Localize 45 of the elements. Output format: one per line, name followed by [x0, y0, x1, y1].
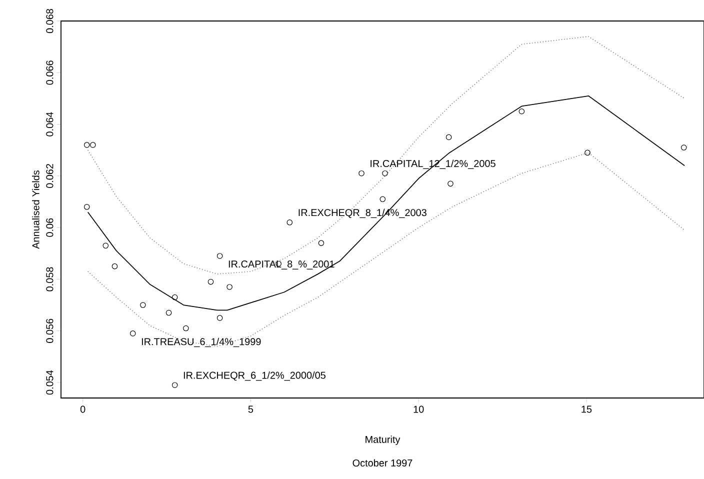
- point: [84, 204, 90, 210]
- line-series: [87, 95, 685, 311]
- text: October 1997: [352, 459, 412, 467]
- annotation: IR.TREASU_6_1/4%_1999: [142, 338, 261, 348]
- point: [102, 242, 109, 249]
- y-tick-label: 0.066: [46, 60, 54, 85]
- point: [382, 170, 388, 176]
- y-tick-label: 0.062: [46, 164, 54, 188]
- point: [172, 294, 178, 300]
- annotation: IR.EXCHEQR_6_1/2%_2000/05: [184, 371, 326, 381]
- point: [130, 330, 136, 336]
- point: [172, 382, 178, 388]
- x-tick-label: 5: [248, 406, 254, 413]
- x-axis-title: Maturity: [366, 436, 400, 445]
- point: [518, 108, 525, 114]
- point: [446, 134, 452, 140]
- x-tick-label: 10: [414, 406, 424, 413]
- point: [208, 278, 214, 285]
- point: [226, 284, 232, 290]
- line-series: [88, 36, 685, 274]
- x-tick-label: 0: [80, 406, 86, 413]
- point: [84, 142, 90, 148]
- point: [216, 315, 223, 321]
- y-tick-label: 0.06: [46, 218, 54, 237]
- point: [112, 263, 118, 270]
- y-tick-label: 0.056: [46, 318, 54, 343]
- point: [448, 180, 454, 187]
- point: [380, 196, 386, 202]
- point: [318, 240, 324, 246]
- point: [183, 325, 189, 332]
- point: [680, 144, 687, 150]
- point: [584, 150, 590, 156]
- point: [286, 220, 293, 226]
- point: [90, 142, 96, 148]
- y-tick-label: 0.068: [46, 8, 54, 34]
- y-tick-label: 0.054: [46, 370, 54, 395]
- y-tick-label: 0.064: [46, 112, 54, 136]
- point: [216, 253, 223, 259]
- point: [166, 310, 172, 316]
- y-tick-label: 0.058: [46, 267, 54, 292]
- point: [358, 170, 364, 176]
- line-series: [88, 152, 685, 347]
- x-tick-label: 15: [582, 406, 592, 413]
- y-axis-title: Annualised Yields: [32, 170, 40, 249]
- point: [140, 302, 146, 308]
